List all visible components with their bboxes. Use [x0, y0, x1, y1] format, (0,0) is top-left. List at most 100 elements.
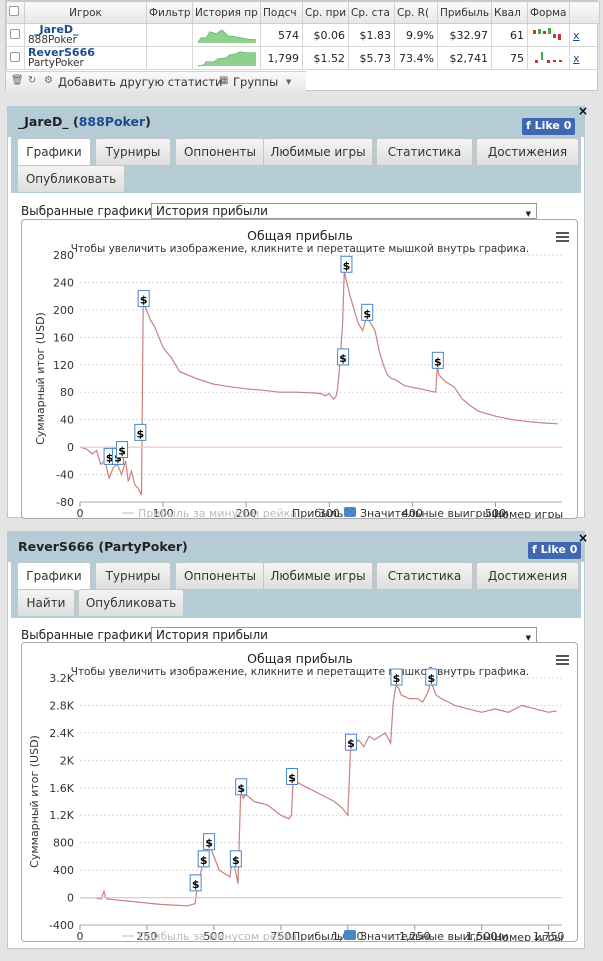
- chart-menu-icon[interactable]: [556, 655, 569, 665]
- tab-tournaments[interactable]: Турниры: [95, 138, 171, 165]
- roi-value: 9.9%: [394, 23, 438, 47]
- svg-text:$: $: [140, 294, 148, 307]
- col-avg-stake[interactable]: Ср. ста: [348, 1, 395, 24]
- x-tick-label: 200: [236, 507, 257, 519]
- profit-chart[interactable]: Общая прибыль Чтобы увеличить изображение…: [21, 642, 578, 942]
- history-sparkline: [192, 23, 261, 47]
- x-axis-label: Номер игры: [494, 508, 563, 519]
- tab-statistics[interactable]: Статистика: [376, 562, 473, 589]
- tab-achievements[interactable]: Достижения: [476, 138, 579, 165]
- col-avg-profit[interactable]: Ср. при: [302, 1, 349, 24]
- y-tick-label: 3.2K: [49, 672, 74, 685]
- history-sparkline: [192, 46, 261, 70]
- tab-favorite-games[interactable]: Любимые игры: [263, 138, 373, 165]
- trash-icon[interactable]: 🗑: [11, 75, 24, 86]
- legend-swatch: [344, 930, 356, 940]
- svg-text:$: $: [347, 737, 355, 750]
- site-link[interactable]: 888Poker: [78, 114, 146, 129]
- select-all-checkbox[interactable]: [6, 1, 25, 24]
- big-win-marker: $: [337, 348, 350, 366]
- facebook-like-button[interactable]: f Like 0: [528, 542, 582, 559]
- groups-dropdown-icon[interactable]: ▼: [286, 78, 292, 86]
- col-roi[interactable]: Ср. R(: [394, 1, 438, 24]
- col-qual[interactable]: Квал: [491, 1, 528, 24]
- hands-value: 574: [260, 23, 303, 47]
- y-tick-label: -40: [56, 469, 74, 482]
- y-tick-label: 400: [53, 864, 74, 877]
- player-name-link[interactable]: ReverS666: [28, 46, 95, 59]
- svg-text:$: $: [137, 427, 145, 440]
- avg-profit-value: $0.06: [302, 23, 349, 47]
- player-name-link[interactable]: _JareD_: [34, 23, 79, 36]
- groups-button[interactable]: Группы: [233, 75, 279, 89]
- x-axis-label: Номер игры: [494, 931, 563, 942]
- profit-chart[interactable]: Общая прибыль Чтобы увеличить изображение…: [21, 219, 578, 519]
- site-link[interactable]: PartyPoker: [104, 539, 182, 554]
- tab-find[interactable]: Найти: [17, 589, 75, 616]
- add-statistic-button[interactable]: Добавить другую статисти: [58, 75, 223, 89]
- big-win-marker: $: [390, 668, 403, 686]
- tab-charts[interactable]: Графики: [17, 138, 91, 166]
- y-tick-label: 40: [60, 414, 74, 427]
- tab-publish[interactable]: Опубликовать: [17, 165, 125, 192]
- col-profit[interactable]: Прибыль: [437, 1, 492, 24]
- y-tick-label: 200: [53, 304, 74, 317]
- charts-select[interactable]: История прибыли ▼: [151, 203, 537, 219]
- tab-achievements[interactable]: Достижения: [476, 562, 579, 589]
- legend-item-big-wins: Значительные выигрыши: [360, 507, 508, 519]
- row-checkbox[interactable]: [6, 46, 25, 70]
- chart-subtitle: Чтобы увеличить изображение, кликните и …: [71, 243, 530, 255]
- chart-subtitle: Чтобы увеличить изображение, кликните и …: [71, 666, 530, 678]
- x-tick-label: 750: [270, 930, 291, 942]
- close-panel-icon[interactable]: ×: [578, 531, 589, 545]
- remove-player-link[interactable]: x: [573, 51, 580, 65]
- legend-item-net: Прибыль за минусом рейка: [138, 507, 297, 519]
- y-tick-label: 80: [60, 386, 74, 399]
- facebook-like-button[interactable]: f Like 0: [522, 118, 576, 135]
- svg-text:$: $: [205, 837, 213, 850]
- big-win-marker: $: [431, 351, 444, 369]
- y-tick-label: 0: [67, 441, 74, 454]
- charts-select[interactable]: История прибыли ▼: [151, 627, 537, 643]
- col-history[interactable]: История пр: [192, 1, 261, 24]
- chart-menu-icon[interactable]: [556, 232, 569, 242]
- x-tick-label: 0: [77, 507, 84, 519]
- col-player[interactable]: Игрок: [24, 1, 147, 24]
- svg-text:$: $: [393, 672, 401, 685]
- y-axis-label: Суммарный итог (USD): [34, 312, 47, 445]
- tab-publish[interactable]: Опубликовать: [78, 589, 184, 616]
- qual-value: 75: [491, 46, 528, 70]
- svg-text:$: $: [106, 451, 114, 464]
- tab-opponents[interactable]: Оппоненты: [175, 138, 265, 165]
- tab-opponents[interactable]: Оппоненты: [175, 562, 265, 589]
- tab-tournaments[interactable]: Турниры: [95, 562, 171, 589]
- x-tick-label: 100: [153, 507, 174, 519]
- legend-item-profit: Прибыль: [292, 930, 343, 942]
- y-tick-label: 0: [67, 892, 74, 905]
- x-tick-label: 500: [485, 507, 506, 519]
- remove-player-link[interactable]: x: [573, 28, 580, 42]
- big-win-marker: $: [197, 850, 210, 868]
- player-site: 888Poker: [28, 34, 77, 46]
- tab-charts[interactable]: Графики: [17, 562, 91, 590]
- tab-favorite-games[interactable]: Любимые игры: [263, 562, 373, 589]
- big-win-marker: $: [340, 255, 353, 273]
- col-hands[interactable]: Подсч: [260, 1, 303, 24]
- player-site: PartyPoker: [28, 57, 84, 69]
- series-line: [79, 269, 558, 496]
- col-filter[interactable]: Фильтр: [146, 1, 193, 24]
- row-checkbox[interactable]: [6, 23, 25, 47]
- y-tick-label: 2.8K: [49, 699, 74, 712]
- svg-text:$: $: [192, 878, 200, 891]
- close-panel-icon[interactable]: ×: [578, 104, 589, 118]
- profit-value: $2,741: [437, 46, 492, 70]
- legend-item-profit: Прибыль: [292, 507, 343, 519]
- settings-icon[interactable]: ⚙: [44, 75, 53, 86]
- col-form[interactable]: Форма: [527, 1, 570, 24]
- refresh-icon[interactable]: ↻: [28, 75, 37, 86]
- tab-statistics[interactable]: Статистика: [376, 138, 473, 165]
- hands-value: 1,799: [260, 46, 303, 70]
- y-tick-label: 2K: [60, 754, 75, 767]
- svg-text:$: $: [288, 771, 296, 784]
- x-tick-label: 250: [136, 930, 157, 942]
